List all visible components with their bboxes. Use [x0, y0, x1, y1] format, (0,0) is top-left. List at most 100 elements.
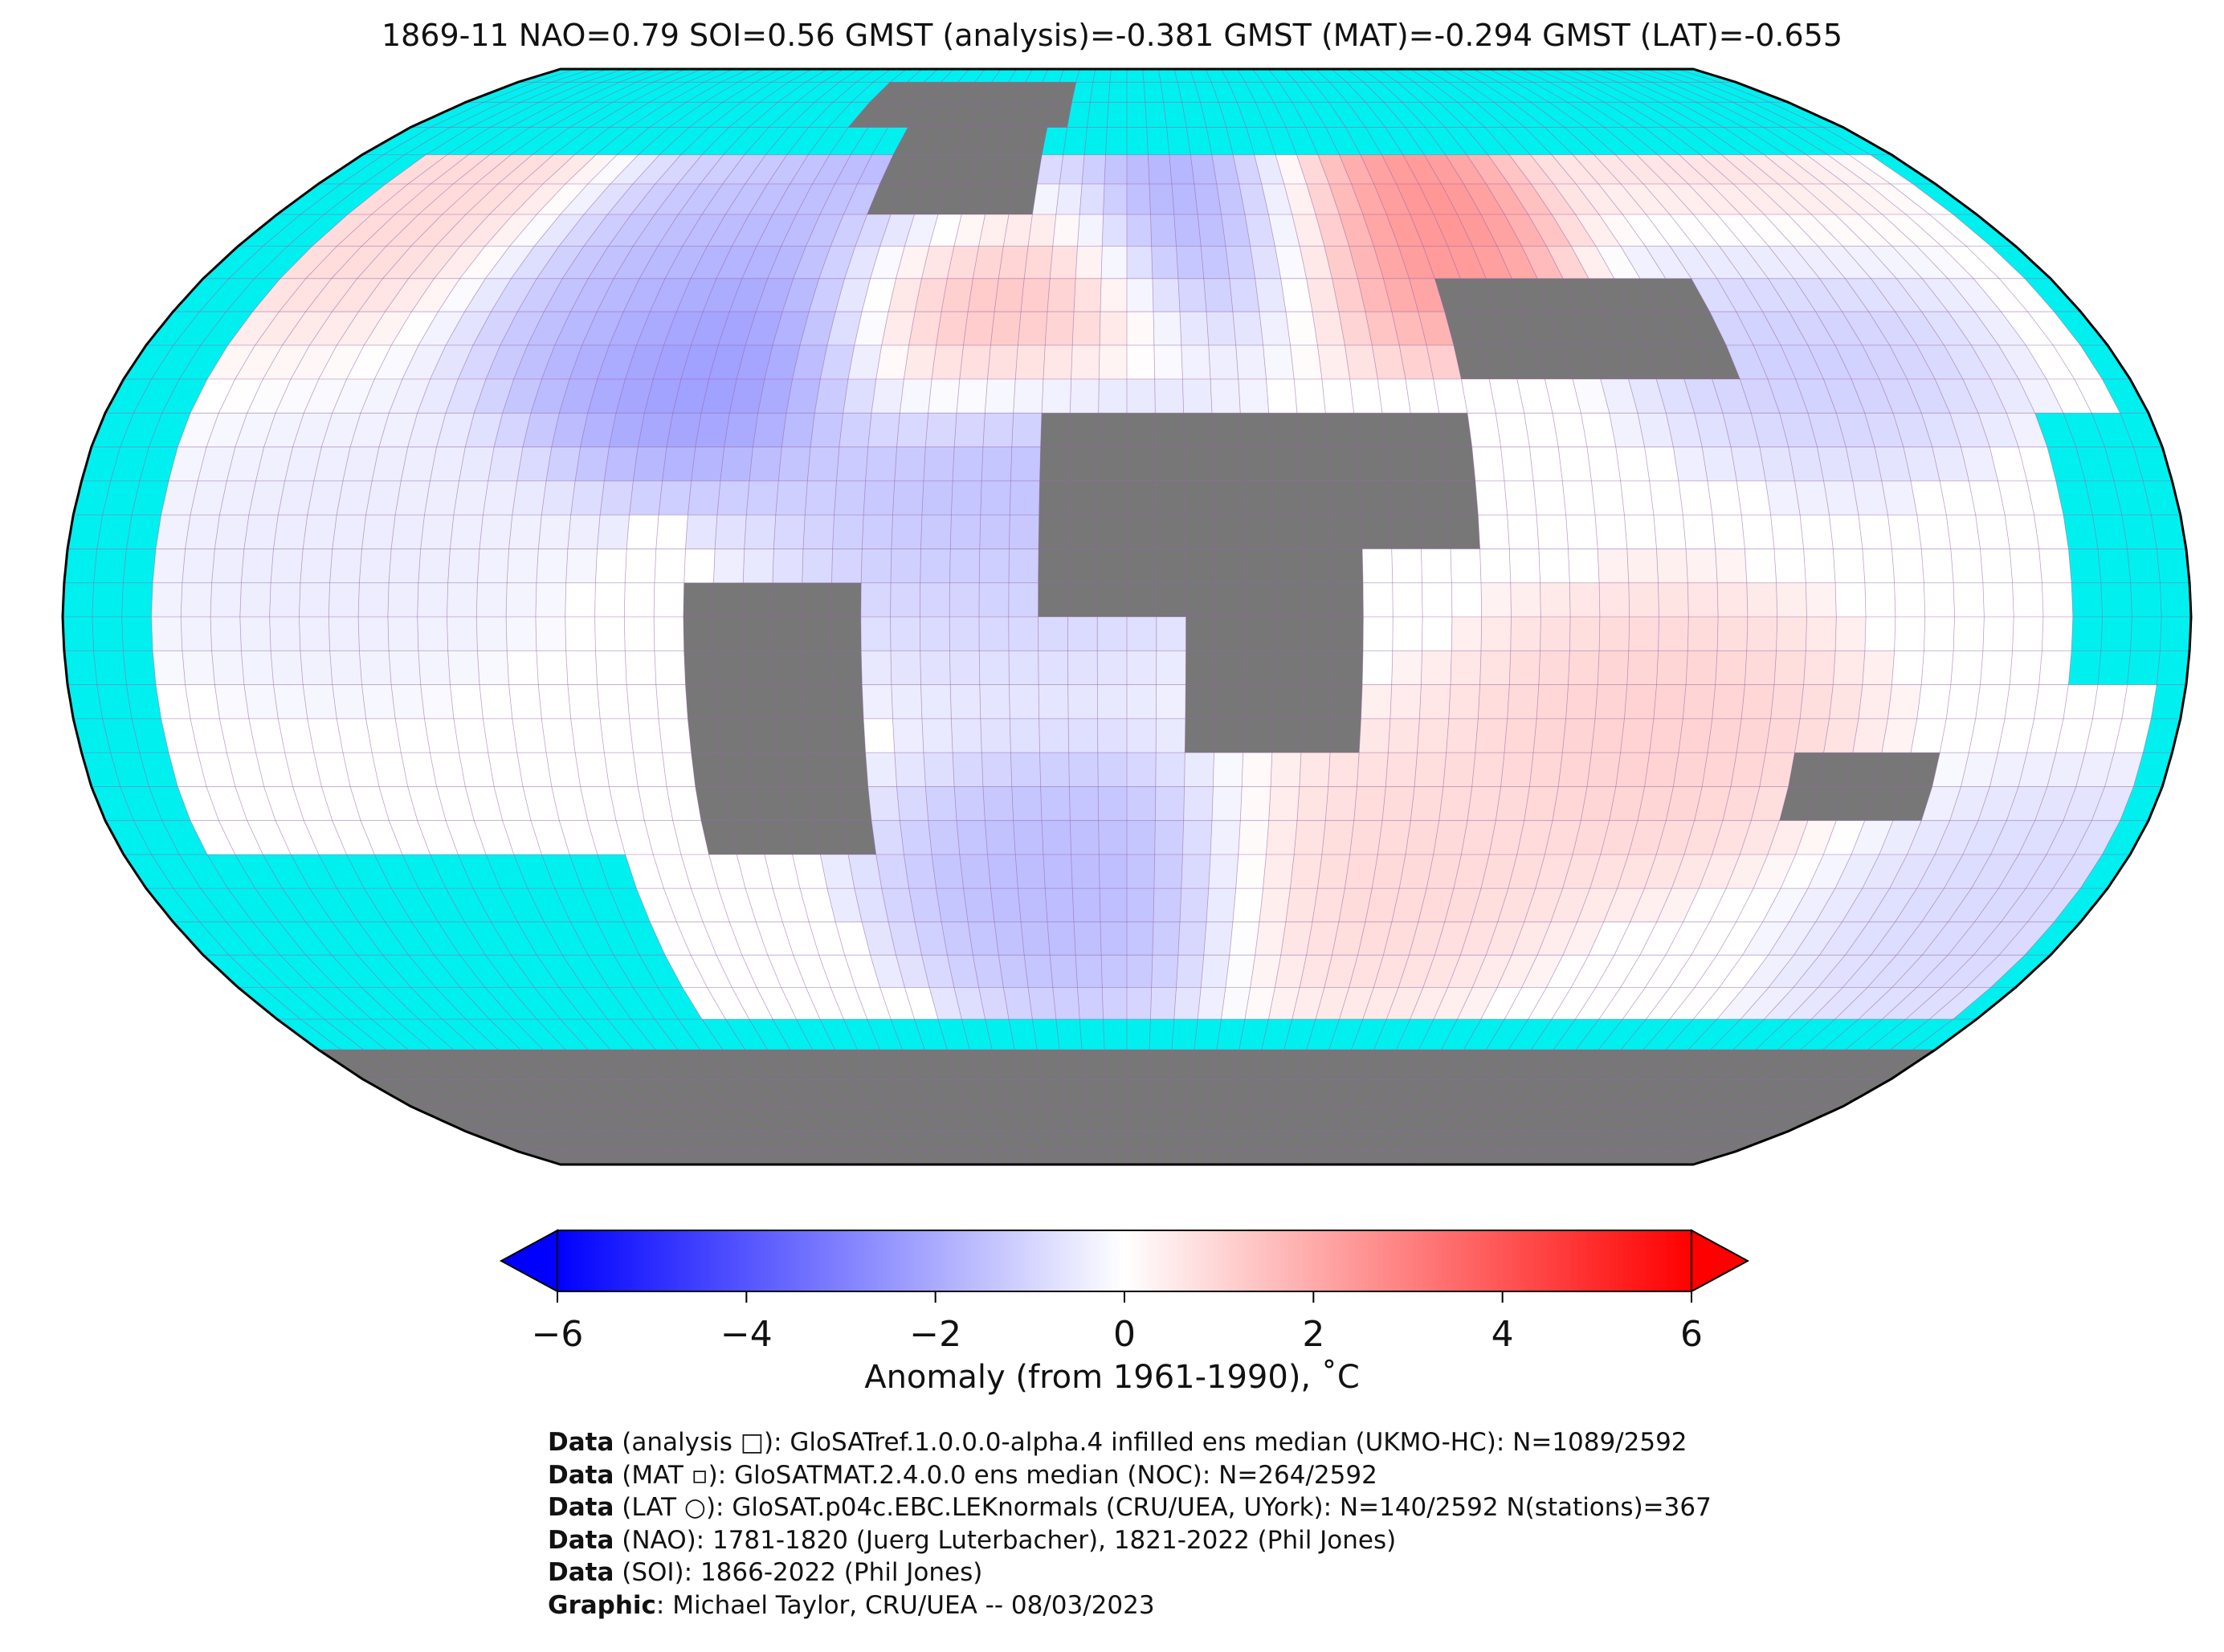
grid-cell	[475, 154, 533, 184]
grid-cell	[1521, 955, 1563, 988]
grid-cell	[1571, 955, 1614, 988]
grid-cell	[914, 184, 948, 214]
grid-cell	[1028, 987, 1056, 1019]
grid-cell	[806, 987, 844, 1019]
grid-cell	[1338, 888, 1373, 922]
grid-cell	[402, 345, 446, 379]
grid-cell	[1644, 345, 1684, 379]
grid-cell	[1433, 379, 1467, 414]
grid-cell	[387, 617, 418, 651]
grid-cell	[273, 684, 308, 719]
grid-cell	[430, 753, 466, 787]
grid-cell	[796, 1131, 839, 1152]
grid-cell	[1361, 515, 1392, 549]
grid-cell	[1480, 987, 1522, 1019]
grid-cell	[908, 312, 942, 345]
grid-cell	[1716, 987, 1769, 1019]
grid-cell	[749, 447, 782, 481]
grid-cell	[757, 379, 793, 414]
grid-cell	[219, 480, 256, 516]
grid-cell	[616, 379, 654, 414]
grid-cell	[459, 246, 510, 279]
grid-cell	[819, 184, 858, 214]
grid-cell	[1460, 278, 1498, 312]
grid-cell	[1709, 312, 1754, 345]
grid-cell	[1833, 549, 1865, 583]
grid-cell	[982, 413, 1014, 447]
grid-cell	[1846, 753, 1882, 787]
grid-cell	[1431, 1131, 1476, 1152]
grid-cell	[1845, 921, 1896, 956]
grid-cell	[1097, 480, 1127, 516]
grid-cell	[968, 278, 999, 312]
grid-cell	[498, 1050, 553, 1079]
grid-cell	[1694, 246, 1743, 279]
grid-cell	[1185, 651, 1216, 685]
grid-cell	[1448, 684, 1480, 719]
grid-cell	[871, 1079, 908, 1107]
grid-cell	[431, 1050, 490, 1079]
grid-cell	[701, 820, 737, 855]
grid-cell	[532, 1079, 590, 1107]
grid-cell	[181, 582, 212, 617]
grid-cell	[979, 651, 1010, 685]
grid-cell	[904, 855, 937, 889]
grid-cell	[1105, 1079, 1127, 1107]
grid-cell	[1751, 786, 1789, 821]
grid-cell	[718, 312, 757, 345]
grid-cell	[998, 246, 1029, 279]
grid-cell	[1359, 480, 1390, 516]
grid-cell	[805, 718, 837, 753]
grid-cell	[1127, 1131, 1145, 1152]
grid-cell	[1275, 1050, 1307, 1079]
grid-cell	[1127, 214, 1152, 247]
grid-cell	[476, 617, 508, 651]
grid-cell	[587, 1050, 639, 1079]
grid-cell	[954, 413, 985, 447]
grid-cell	[978, 214, 1009, 247]
grid-cell	[567, 515, 601, 549]
grid-cell	[1271, 480, 1303, 516]
grid-cell	[1678, 1106, 1745, 1132]
grid-cell	[1127, 515, 1157, 549]
grid-cell	[1793, 955, 1846, 988]
grid-cell	[1127, 651, 1157, 685]
grid-cell	[1127, 413, 1156, 447]
grid-cell	[1402, 1106, 1446, 1132]
grid-cell	[810, 413, 843, 447]
grid-cell	[523, 786, 560, 821]
grid-cell	[604, 753, 639, 787]
grid-cell	[475, 1050, 533, 1079]
grid-cell	[1656, 312, 1700, 345]
grid-cell	[307, 480, 343, 516]
grid-cell	[1438, 786, 1472, 821]
grid-cell	[672, 820, 709, 855]
grid-cell	[1745, 651, 1777, 685]
grid-cell	[1097, 582, 1127, 617]
grid-cell	[1009, 684, 1039, 719]
grid-cell	[1422, 246, 1461, 279]
grid-cell	[1638, 413, 1674, 447]
grid-cell	[1365, 1106, 1406, 1132]
grid-cell	[953, 447, 983, 481]
grid-cell	[269, 617, 300, 651]
grid-cell	[1973, 921, 2028, 956]
grid-cell	[1800, 184, 1859, 214]
grid-cell	[1127, 154, 1149, 184]
grid-cell	[2001, 312, 2054, 345]
grid-cell	[1009, 651, 1039, 685]
grid-cell	[1451, 651, 1481, 685]
grid-cell	[1687, 617, 1719, 651]
grid-cell	[826, 312, 863, 345]
grid-cell	[331, 246, 386, 279]
grid-cell	[754, 1151, 797, 1165]
grid-cell	[1210, 379, 1241, 414]
grid-cell	[891, 184, 925, 214]
grid-cell	[1742, 278, 1789, 312]
grid-cell	[1533, 480, 1566, 516]
grid-cell	[1549, 1131, 1605, 1152]
grid-cell	[1156, 684, 1186, 719]
grid-cell	[1980, 549, 2013, 583]
grid-cell	[1834, 345, 1879, 379]
grid-cell	[839, 786, 871, 821]
